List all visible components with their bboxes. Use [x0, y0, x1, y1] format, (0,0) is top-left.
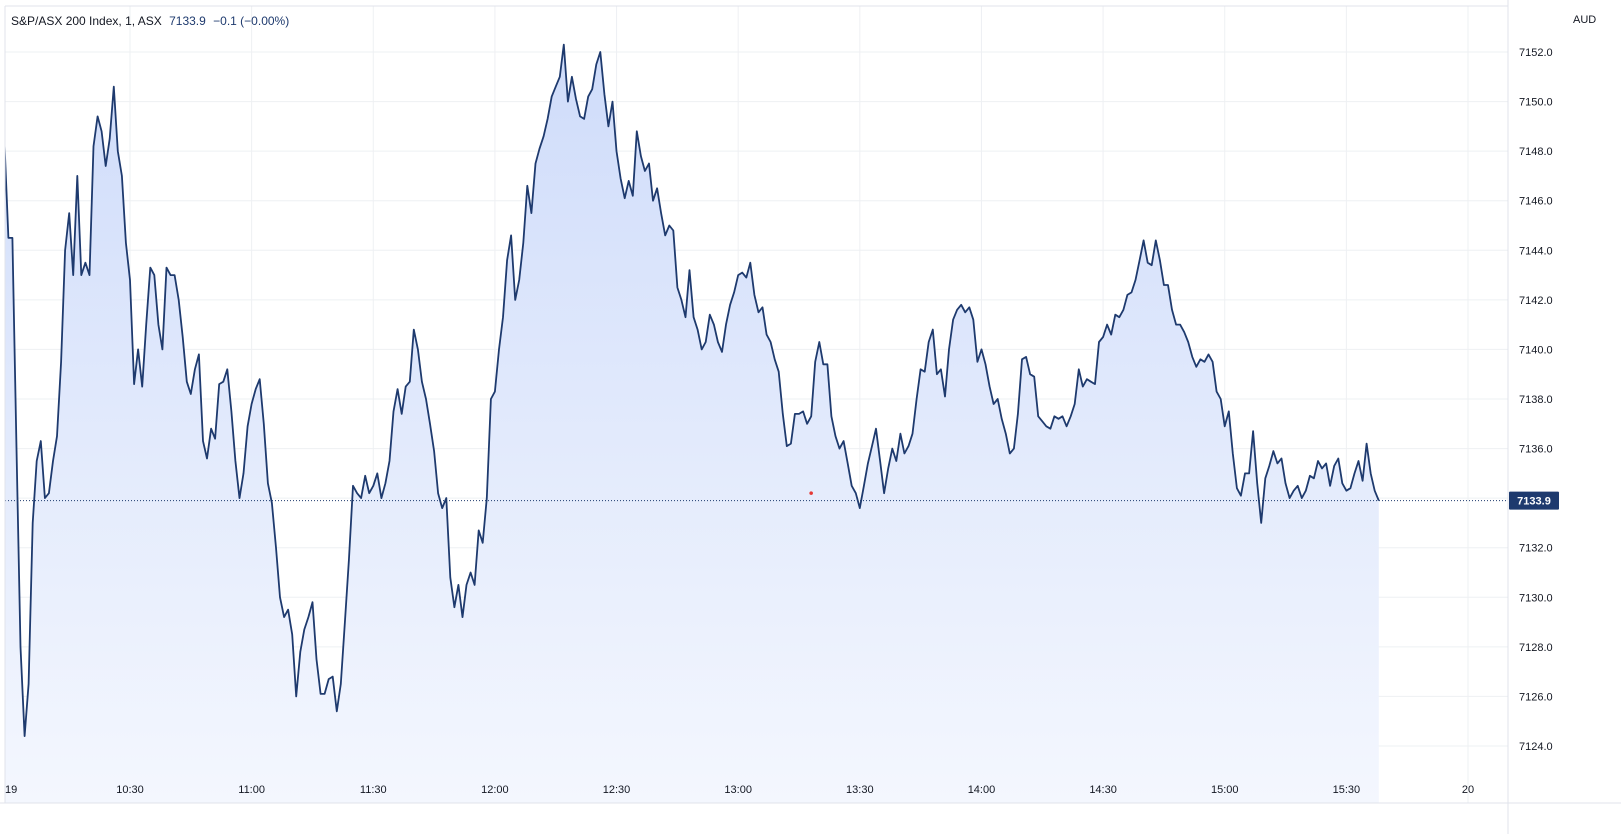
- y-tick-label: 7124.0: [1519, 741, 1553, 753]
- area-fill: [5, 44, 1379, 803]
- legend-last-value: 7133.9: [169, 14, 206, 28]
- x-tick-label: 13:30: [846, 784, 874, 796]
- y-tick-label: 7132.0: [1519, 543, 1553, 555]
- x-tick-label: 20: [1462, 784, 1474, 796]
- y-tick-label: 7140.0: [1519, 344, 1553, 356]
- x-tick-label: 14:00: [968, 784, 996, 796]
- y-tick-label: 7138.0: [1519, 394, 1553, 406]
- x-tick-label: 13:00: [724, 784, 752, 796]
- currency-label: AUD: [1573, 14, 1597, 26]
- last-price-badge-bg: [1509, 491, 1559, 510]
- y-tick-label: 7146.0: [1519, 196, 1553, 208]
- x-tick-label: 15:00: [1211, 784, 1239, 796]
- legend-title: S&P/ASX 200 Index, 1, ASX: [11, 14, 162, 28]
- x-tick-label: 15:30: [1333, 784, 1361, 796]
- y-tick-label: 7152.0: [1519, 47, 1553, 59]
- series-legend: S&P/ASX 200 Index, 1, ASX 7133.9 −0.1 (−…: [11, 14, 289, 28]
- event-marker-dot: [809, 491, 813, 495]
- area-series: [5, 43, 1380, 803]
- last-price-badge: 7133.9: [1509, 491, 1559, 510]
- x-tick-label: 12:00: [481, 784, 509, 796]
- last-price-line: [5, 491, 1508, 502]
- y-tick-label: 7148.0: [1519, 146, 1553, 158]
- y-tick-label: 7136.0: [1519, 444, 1553, 456]
- x-tick-label: 11:30: [360, 784, 387, 796]
- x-tick-label: 12:30: [603, 784, 631, 796]
- x-tick-label: 11:00: [238, 784, 265, 796]
- y-tick-label: 7144.0: [1519, 245, 1553, 257]
- y-tick-label: 7128.0: [1519, 642, 1553, 654]
- y-tick-label: 7142.0: [1519, 295, 1553, 307]
- x-tick-label: 14:30: [1089, 784, 1117, 796]
- y-tick-label: 7126.0: [1519, 691, 1553, 703]
- y-tick-label: 7130.0: [1519, 592, 1553, 604]
- y-tick-label: 7150.0: [1519, 97, 1553, 109]
- last-price-badge-text: 7133.9: [1517, 496, 1551, 508]
- legend-change: −0.1 (−0.00%): [213, 14, 290, 28]
- price-line: [5, 43, 1380, 737]
- x-tick-label: 19: [5, 784, 17, 796]
- x-tick-label: 10:30: [116, 784, 144, 796]
